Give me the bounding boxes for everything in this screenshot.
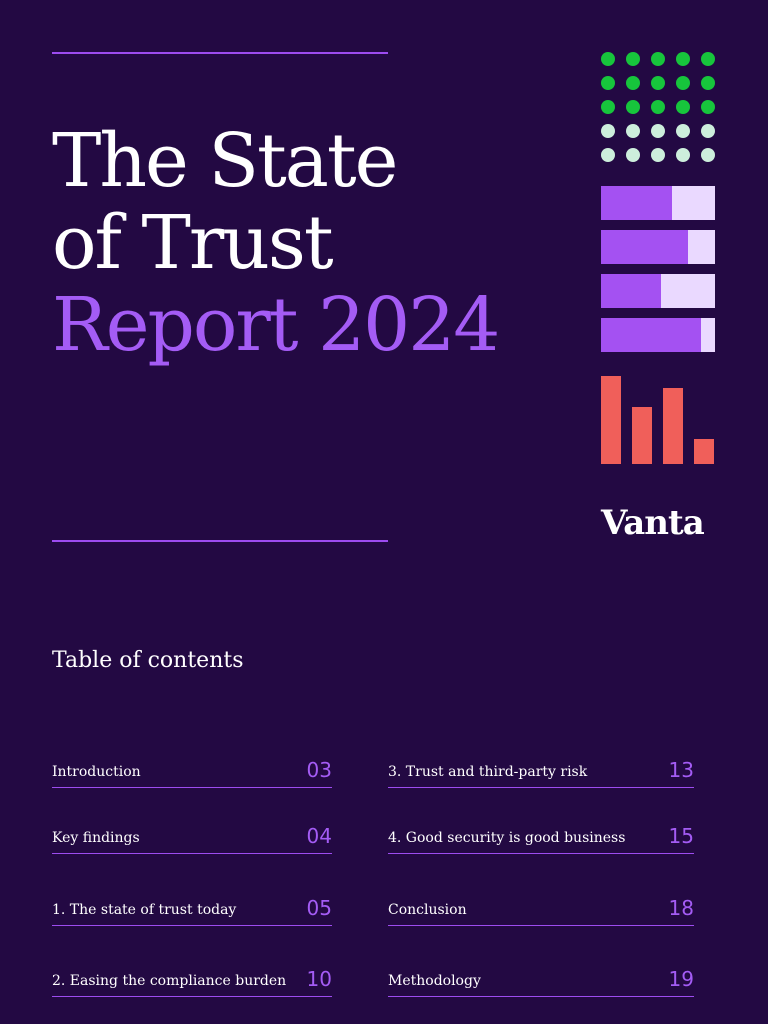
- toc-item-label: 4. Good security is good business: [388, 830, 626, 846]
- dot: [676, 52, 690, 66]
- toc-item-label: Introduction: [52, 764, 141, 780]
- toc-item-page: 03: [306, 758, 332, 782]
- bottom-divider: [52, 540, 388, 542]
- report-title: The State of Trust Report 2024: [52, 118, 500, 368]
- dot: [626, 52, 640, 66]
- top-divider: [52, 52, 388, 54]
- vertical-bars-graphic: [601, 376, 715, 464]
- toc-item-label: Conclusion: [388, 902, 467, 918]
- toc-item-label: 2. Easing the compliance burden: [52, 973, 287, 989]
- toc-item-label: Key findings: [52, 830, 140, 846]
- dot: [651, 52, 665, 66]
- dot: [701, 124, 715, 138]
- vertical-bar: [694, 439, 714, 464]
- dot: [626, 100, 640, 114]
- dot: [601, 148, 615, 162]
- toc-item-introduction[interactable]: Introduction 03: [52, 753, 332, 788]
- dot: [676, 148, 690, 162]
- horizontal-bar-fill: [601, 186, 672, 220]
- dot: [676, 76, 690, 90]
- dot: [651, 148, 665, 162]
- toc-item-key-findings[interactable]: Key findings 04: [52, 819, 332, 854]
- vertical-bar: [601, 376, 621, 464]
- title-line-3: Report 2024: [52, 282, 500, 368]
- dot: [701, 76, 715, 90]
- dot: [651, 76, 665, 90]
- toc-item-page: 04: [306, 824, 332, 848]
- dot: [626, 148, 640, 162]
- toc-item-page: 10: [306, 967, 332, 991]
- title-line-2: of Trust: [52, 200, 334, 286]
- toc-item-state-of-trust[interactable]: 1. The state of trust today 05: [52, 891, 332, 926]
- horizontal-bar: [601, 274, 715, 308]
- dot: [626, 124, 640, 138]
- toc-item-label: 3. Trust and third-party risk: [388, 764, 588, 780]
- vertical-bar: [632, 407, 652, 464]
- title-line-1: The State: [52, 118, 398, 204]
- toc-item-label: Methodology: [388, 973, 481, 989]
- dot: [701, 148, 715, 162]
- horizontal-bar-fill: [601, 274, 662, 308]
- horizontal-bar-fill: [601, 230, 688, 264]
- dot: [701, 52, 715, 66]
- dot: [676, 124, 690, 138]
- toc-item-conclusion[interactable]: Conclusion 18: [388, 891, 694, 926]
- horizontal-bar: [601, 230, 715, 264]
- toc-item-page: 13: [668, 758, 694, 782]
- toc-item-page: 15: [668, 824, 694, 848]
- vanta-logo: Vanta: [601, 503, 705, 543]
- dot: [601, 100, 615, 114]
- toc-item-third-party-risk[interactable]: 3. Trust and third-party risk 13: [388, 753, 694, 788]
- toc-item-compliance-burden[interactable]: 2. Easing the compliance burden 10: [52, 962, 332, 997]
- horizontal-bar: [601, 318, 715, 352]
- toc-item-page: 19: [668, 967, 694, 991]
- toc-item-methodology[interactable]: Methodology 19: [388, 962, 694, 997]
- toc-item-label: 1. The state of trust today: [52, 902, 237, 918]
- dot: [651, 124, 665, 138]
- toc-item-good-security[interactable]: 4. Good security is good business 15: [388, 819, 694, 854]
- dot: [651, 100, 665, 114]
- dot: [601, 52, 615, 66]
- dot: [676, 100, 690, 114]
- horizontal-bars-graphic: [601, 186, 715, 362]
- dot: [626, 76, 640, 90]
- dot: [601, 124, 615, 138]
- dot-grid-graphic: [601, 52, 715, 162]
- vertical-bar: [663, 388, 683, 464]
- toc-heading: Table of contents: [52, 648, 244, 673]
- dot: [701, 100, 715, 114]
- toc-item-page: 05: [306, 896, 332, 920]
- dot: [601, 76, 615, 90]
- toc-item-page: 18: [668, 896, 694, 920]
- horizontal-bar-fill: [601, 318, 702, 352]
- horizontal-bar: [601, 186, 715, 220]
